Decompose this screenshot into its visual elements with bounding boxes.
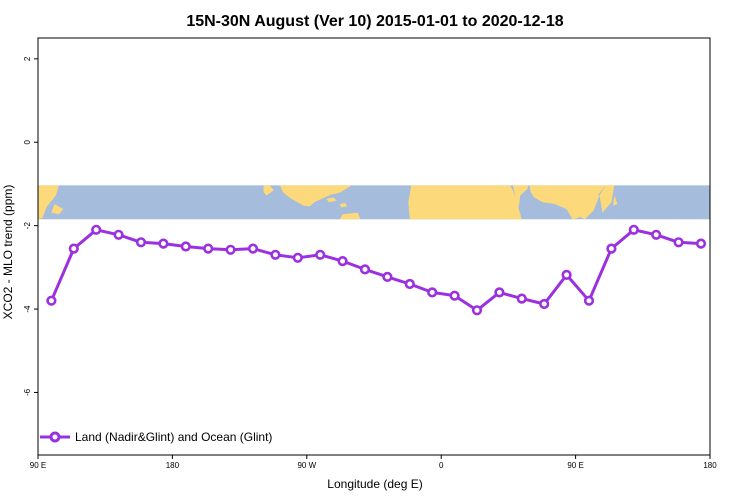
series-line-0 [50,228,702,312]
data-point [427,287,438,298]
legend-marker [49,431,61,443]
land-shape-8 [512,185,528,208]
data-point [516,293,527,304]
land-shape-4 [326,197,337,203]
x-tick-label-1: 180 [166,461,180,470]
data-point [673,237,684,248]
land-shape-11 [599,185,615,213]
data-point [382,271,393,283]
map-land [38,185,618,220]
legend-label: Land (Nadir&Glint) and Ocean (Glint) [75,430,272,444]
x-tick-label-2: 90 W [297,461,316,470]
land-shape-1 [51,204,64,215]
data-point [135,237,147,248]
data-point [68,243,79,254]
data-point [270,249,281,260]
land-shape-0 [38,185,59,220]
y-tick-label-2: -2 [23,222,32,230]
land-shape-12 [612,195,618,206]
data-point [494,287,505,298]
land-shape-2 [263,185,274,196]
data-point [539,298,550,310]
data-point [606,243,617,254]
series-layer [46,224,707,316]
data-point [203,243,214,254]
land-shape-9 [529,185,606,220]
x-axis: 90 E 180 90 W 0 90 E 180 [30,455,717,470]
y-axis: 2 0 -2 -4 -6 [23,56,38,396]
data-point [583,295,595,306]
data-point [247,243,259,254]
y-tick-label-3: -4 [23,305,32,313]
data-point [359,264,371,275]
data-point [449,290,460,301]
data-point [180,241,191,252]
data-point [561,269,572,281]
data-point [225,244,236,255]
land-shape-6 [339,212,361,220]
data-point [158,238,169,249]
y-tick-label-0: 2 [23,56,32,61]
data-point [46,295,57,306]
x-tick-label-0: 90 E [30,461,46,470]
y-axis-label: XCO2 - MLO trend (ppm) [1,185,15,320]
land-shape-5 [339,203,348,208]
data-point [292,252,303,263]
data-point [471,305,483,316]
data-point [113,229,124,240]
chart-title: 15N-30N August (Ver 10) 2015-01-01 to 20… [186,13,563,30]
data-point [337,256,348,267]
data-point [651,229,662,240]
x-tick-label-4: 90 E [567,461,583,470]
land-shape-3 [279,185,352,207]
data-point [91,224,102,235]
data-point [628,224,639,235]
y-tick-label-1: 0 [23,139,32,144]
legend: Land (Nadir&Glint) and Ocean (Glint) [40,430,272,444]
land-shape-10 [572,195,600,220]
land-shape-7 [408,185,522,220]
y-tick-label-4: -6 [23,388,32,396]
x-tick-label-3: 0 [439,461,444,470]
data-point [315,249,326,260]
x-axis-label: Longitude (deg E) [327,477,422,491]
world-map-band [38,185,710,220]
plot-frame [37,37,711,456]
data-point [404,278,415,290]
x-tick-label-5: 180 [703,461,717,470]
data-point [695,238,707,249]
